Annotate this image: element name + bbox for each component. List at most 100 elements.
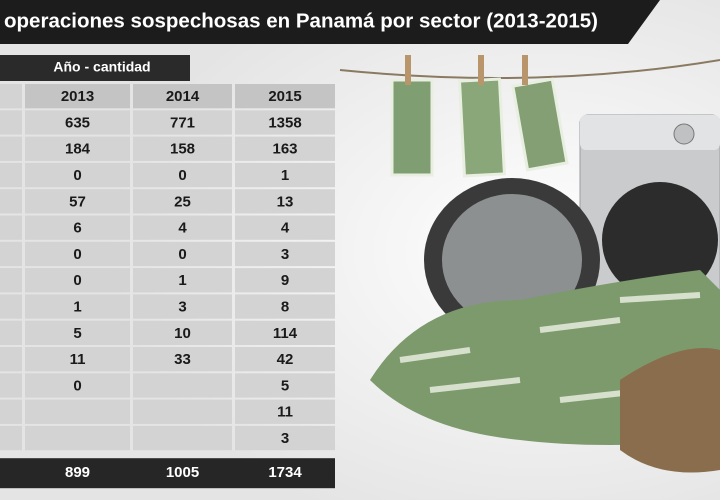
cell: [133, 347, 232, 372]
cell-value: 1358: [268, 114, 301, 131]
cell-value: 1: [281, 167, 289, 184]
cell: [235, 294, 335, 319]
cell-value: 163: [272, 141, 297, 158]
cell: [133, 241, 232, 267]
cell: [133, 110, 232, 135]
cell: [235, 347, 335, 372]
cell: [133, 294, 232, 319]
title-banner: [0, 0, 660, 44]
cell-value: 11: [70, 351, 86, 368]
cell: [235, 268, 335, 293]
cell: [25, 294, 130, 319]
header-cell: [133, 84, 232, 109]
clothespin: [478, 55, 484, 85]
label-cell: [0, 215, 22, 240]
total-value: 1734: [268, 464, 302, 481]
cell-value: 33: [174, 351, 191, 368]
cell-value: 0: [73, 167, 81, 184]
cell-value: 3: [281, 246, 289, 263]
label-cell: [0, 268, 22, 293]
cell-value: 5: [281, 377, 289, 394]
machine-drum: [602, 182, 718, 298]
header-cell: [235, 84, 335, 109]
cell-value: 0: [73, 246, 81, 263]
cell: [25, 110, 130, 135]
header-cell: [25, 84, 130, 109]
total-value: 899: [65, 464, 90, 481]
cell-value: 13: [277, 193, 294, 210]
cell-value: 8: [281, 299, 289, 316]
label-cell: [0, 84, 22, 109]
cell: [133, 320, 232, 345]
cell-value: 6: [73, 220, 81, 237]
machine-knob: [673, 123, 695, 145]
column-header: 2013: [61, 88, 94, 105]
cell: [133, 215, 232, 240]
cell-value: 0: [73, 272, 81, 289]
cell: [235, 373, 335, 398]
cell: [235, 136, 335, 161]
cell: [25, 425, 130, 451]
label-cell: [0, 399, 22, 424]
cell-value: 1: [178, 272, 186, 289]
cell-value: 57: [69, 193, 86, 210]
cell-value: 10: [174, 325, 191, 342]
label-cell: [0, 425, 22, 451]
cell: [235, 320, 335, 345]
cell: [25, 268, 130, 293]
cell-value: 3: [178, 299, 186, 316]
cell-value: 25: [174, 193, 191, 210]
cell: [133, 425, 232, 451]
title: operaciones sospechosas en Panamá por se…: [4, 10, 598, 32]
cell: [25, 241, 130, 267]
label-cell: [0, 110, 22, 135]
label-cell: [0, 241, 22, 267]
cell-value: 771: [170, 114, 195, 131]
cell: [235, 425, 335, 451]
cell-value: 0: [178, 246, 186, 263]
cell: [133, 268, 232, 293]
cell: [133, 189, 232, 214]
cell: [133, 136, 232, 161]
rope: [339, 59, 720, 79]
cell-value: 635: [65, 114, 90, 131]
column-header: 2015: [268, 88, 301, 105]
label-cell: [0, 136, 22, 161]
cell-value: 9: [281, 272, 289, 289]
cell-value: 184: [65, 141, 91, 158]
cell: [133, 373, 232, 398]
cell-value: 0: [73, 377, 81, 394]
cell: [133, 399, 232, 424]
bill-edges: [399, 292, 701, 403]
cell-value: 3: [281, 430, 289, 447]
money-sack: [620, 348, 720, 473]
cell: [25, 320, 130, 345]
group-header-box: [0, 55, 190, 81]
cell: [235, 399, 335, 424]
label-cell: [0, 189, 22, 214]
label-cell: [0, 347, 22, 372]
cell: [25, 189, 130, 214]
cell: [25, 373, 130, 398]
cell: [25, 399, 130, 424]
totals-row: [0, 458, 335, 489]
machine-panel: [580, 115, 720, 150]
label-cell: [0, 162, 22, 188]
cell-value: 0: [178, 167, 186, 184]
cell-value: 158: [170, 141, 195, 158]
cell: [235, 215, 335, 240]
cell-value: 4: [281, 220, 290, 237]
cell: [235, 189, 335, 214]
cell-value: 1: [73, 299, 81, 316]
label-cell: [0, 373, 22, 398]
door-glass: [442, 194, 582, 326]
cell: [25, 136, 130, 161]
label-cell: [0, 294, 22, 319]
cell: [133, 162, 232, 188]
cell-value: 114: [273, 325, 298, 342]
column-header: 2014: [166, 88, 200, 105]
bill: [457, 77, 507, 178]
clothespin: [405, 55, 411, 85]
